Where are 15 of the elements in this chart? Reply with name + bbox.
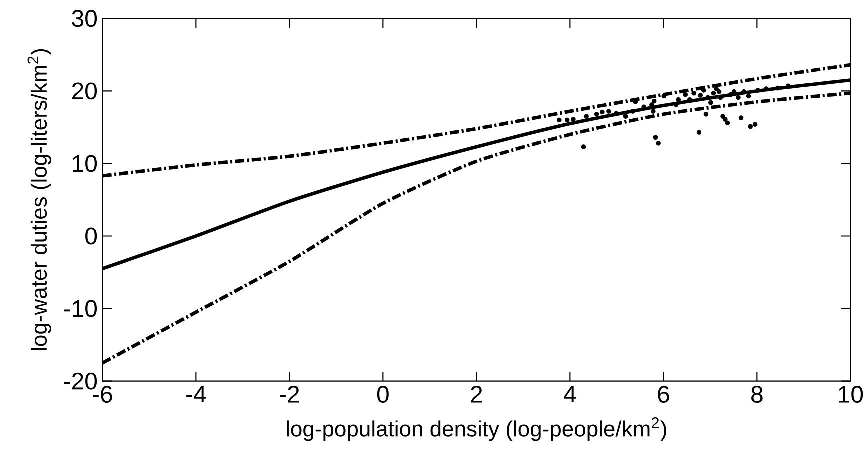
y-tick-label: 0	[86, 228, 98, 245]
y-axis-title: log-water duties (log-liters/km$^{2}$)	[28, 49, 52, 350]
x-tick-label: 6	[658, 386, 670, 404]
y-tick-label: 30	[72, 10, 98, 28]
x-tick-label: 2	[471, 386, 482, 403]
y-tick-label: 20	[72, 82, 98, 100]
x-tick-label: -2	[280, 386, 300, 403]
x-axis-title: log-population density (log-people/km$^{2}$)	[287, 418, 666, 442]
x-tick-label: 10	[839, 386, 864, 404]
y-tick-label: 10	[73, 155, 98, 172]
x-tick-label: -4	[186, 386, 206, 403]
x-tick-label: 4	[564, 386, 576, 403]
y-tick-label: -10	[64, 300, 98, 318]
x-tick-label: 0	[377, 386, 389, 404]
x-tick-label: 8	[752, 386, 763, 404]
